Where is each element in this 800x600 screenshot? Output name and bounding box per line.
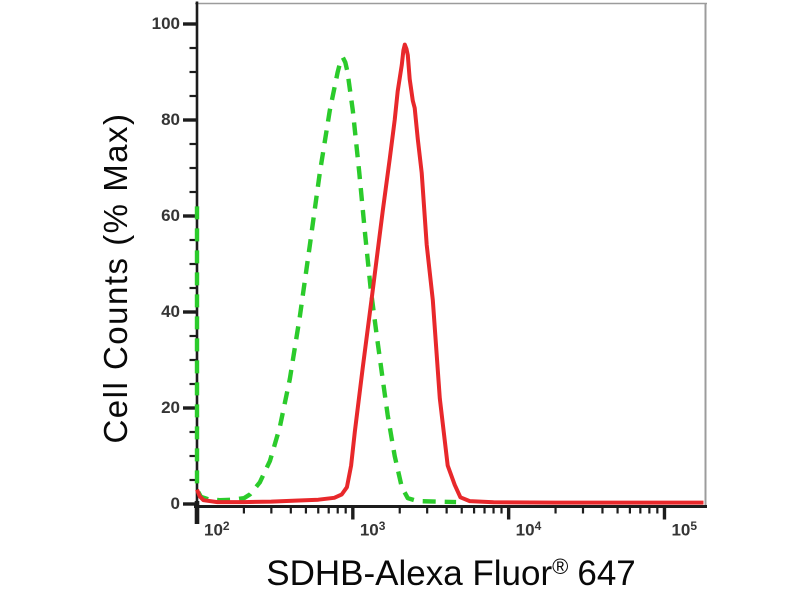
stained-curve-red-solid: [195, 42, 704, 505]
x-tick-label: 104: [515, 519, 542, 540]
x-axis-title: SDHB-Alexa Fluor® 647: [197, 554, 705, 596]
y-tick-label: 20: [161, 398, 180, 417]
control-curve-green-dashed: [194, 55, 457, 505]
y-tick-label: 80: [161, 110, 180, 129]
y-tick-label: 60: [161, 206, 180, 225]
y-axis-title: Cell Counts (% Max): [97, 112, 134, 444]
registered-trademark-symbol: ®: [552, 554, 569, 579]
y-tick-label: 0: [170, 494, 180, 513]
x-tick-label: 102: [204, 519, 230, 540]
x-axis-title-number: 647: [577, 554, 636, 593]
y-tick-label: 40: [161, 302, 180, 321]
x-axis-title-main: SDHB-Alexa Fluor: [266, 554, 553, 593]
x-tick-label: 103: [359, 519, 386, 540]
x-tick-label: 105: [671, 519, 698, 540]
y-tick-label: 100: [151, 14, 180, 33]
